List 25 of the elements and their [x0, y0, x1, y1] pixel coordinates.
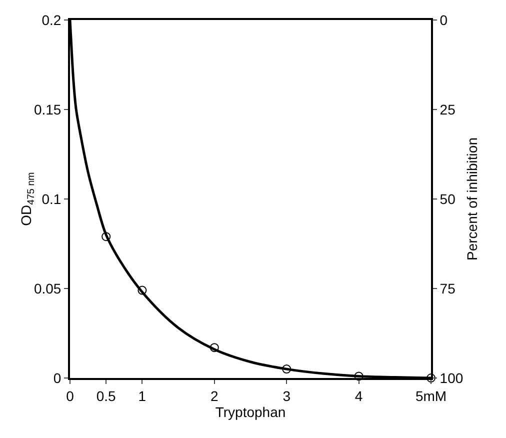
- point: [138, 286, 147, 295]
- y2-tick-label: 50: [440, 190, 456, 207]
- y2-tick-label: 25: [440, 101, 456, 118]
- x-tick-label: 1: [138, 388, 146, 404]
- point: [354, 372, 364, 381]
- y-tick-label: 0: [53, 370, 62, 386]
- y2-tick-label: 75: [440, 280, 456, 296]
- x-tick-label: 3: [282, 388, 291, 404]
- y-tick-label: 0.1: [42, 190, 62, 207]
- x-tick-label: 4: [354, 388, 363, 404]
- y-tick-label: 0.15: [34, 101, 62, 118]
- y-tick-label: 0.2: [42, 12, 62, 28]
- point: [102, 232, 111, 242]
- x-axis-title: Tryptophan: [215, 404, 286, 420]
- x-tick-label: 0: [66, 388, 74, 404]
- y-tick-label: 0.05: [34, 280, 62, 296]
- point: [426, 374, 436, 382]
- y2-tick-label: 100: [440, 370, 464, 386]
- point: [282, 364, 292, 374]
- y2-axis-title: Percent of inhibition: [464, 138, 480, 260]
- x-tick-label: 2: [210, 388, 218, 404]
- x-tick-label: 5mM: [415, 388, 447, 404]
- x-tick-label: 0.5: [96, 388, 116, 404]
- y2-tick-label: 0: [440, 12, 448, 28]
- point: [210, 343, 219, 352]
